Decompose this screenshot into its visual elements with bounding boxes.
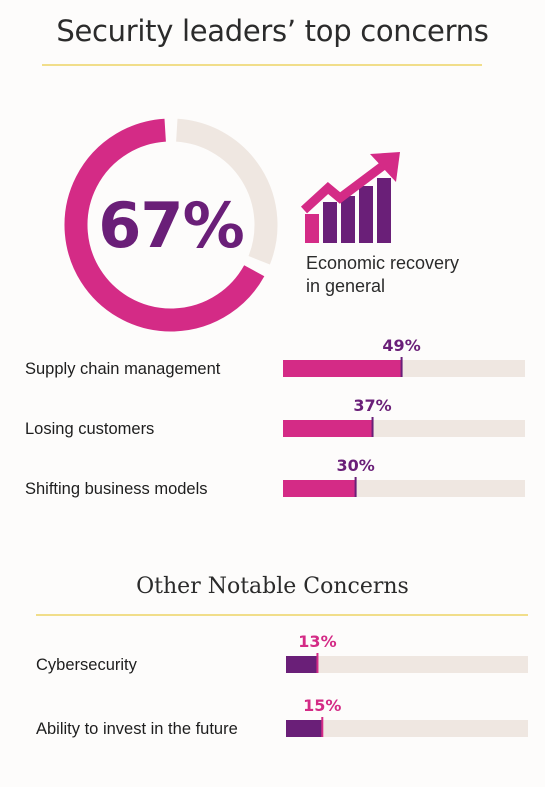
- bar-value-label: 30%: [336, 456, 374, 475]
- page-title: Security leaders’ top concerns: [56, 14, 489, 48]
- bar-category-label: Shifting business models: [25, 480, 208, 498]
- bar-value-label: 15%: [303, 696, 341, 715]
- bar-fill: [286, 656, 318, 673]
- bar-category-label: Supply chain management: [25, 360, 221, 378]
- bar-fill: [286, 720, 323, 737]
- bar-fill: [283, 360, 402, 377]
- bar-track: [286, 720, 528, 737]
- bar-category-label: Cybersecurity: [36, 656, 138, 674]
- headline-caption-line1: Economic recovery: [306, 253, 460, 273]
- section-title: Other Notable Concerns: [136, 574, 409, 599]
- bar-fill: [283, 480, 356, 497]
- title-divider: [42, 64, 482, 66]
- donut-track: [175, 118, 278, 265]
- bar-value-label: 37%: [353, 396, 391, 415]
- bar-fill: [283, 420, 373, 437]
- bar-category-label: Losing customers: [25, 420, 154, 438]
- bar-value-label: 49%: [382, 336, 420, 355]
- section-divider: [36, 614, 528, 616]
- bar-track: [286, 656, 528, 673]
- bar-value-label: 13%: [298, 632, 336, 651]
- bar-category-label: Ability to invest in the future: [36, 720, 238, 738]
- donut-value-arc: [64, 118, 265, 332]
- headline-caption: Economic recovery in general: [306, 252, 506, 298]
- donut-percent-label: 67%: [98, 189, 243, 262]
- rising-bar-chart-arrow-icon: [300, 152, 400, 243]
- donut-chart: 67%: [64, 118, 278, 332]
- headline-caption-line2: in general: [306, 276, 386, 296]
